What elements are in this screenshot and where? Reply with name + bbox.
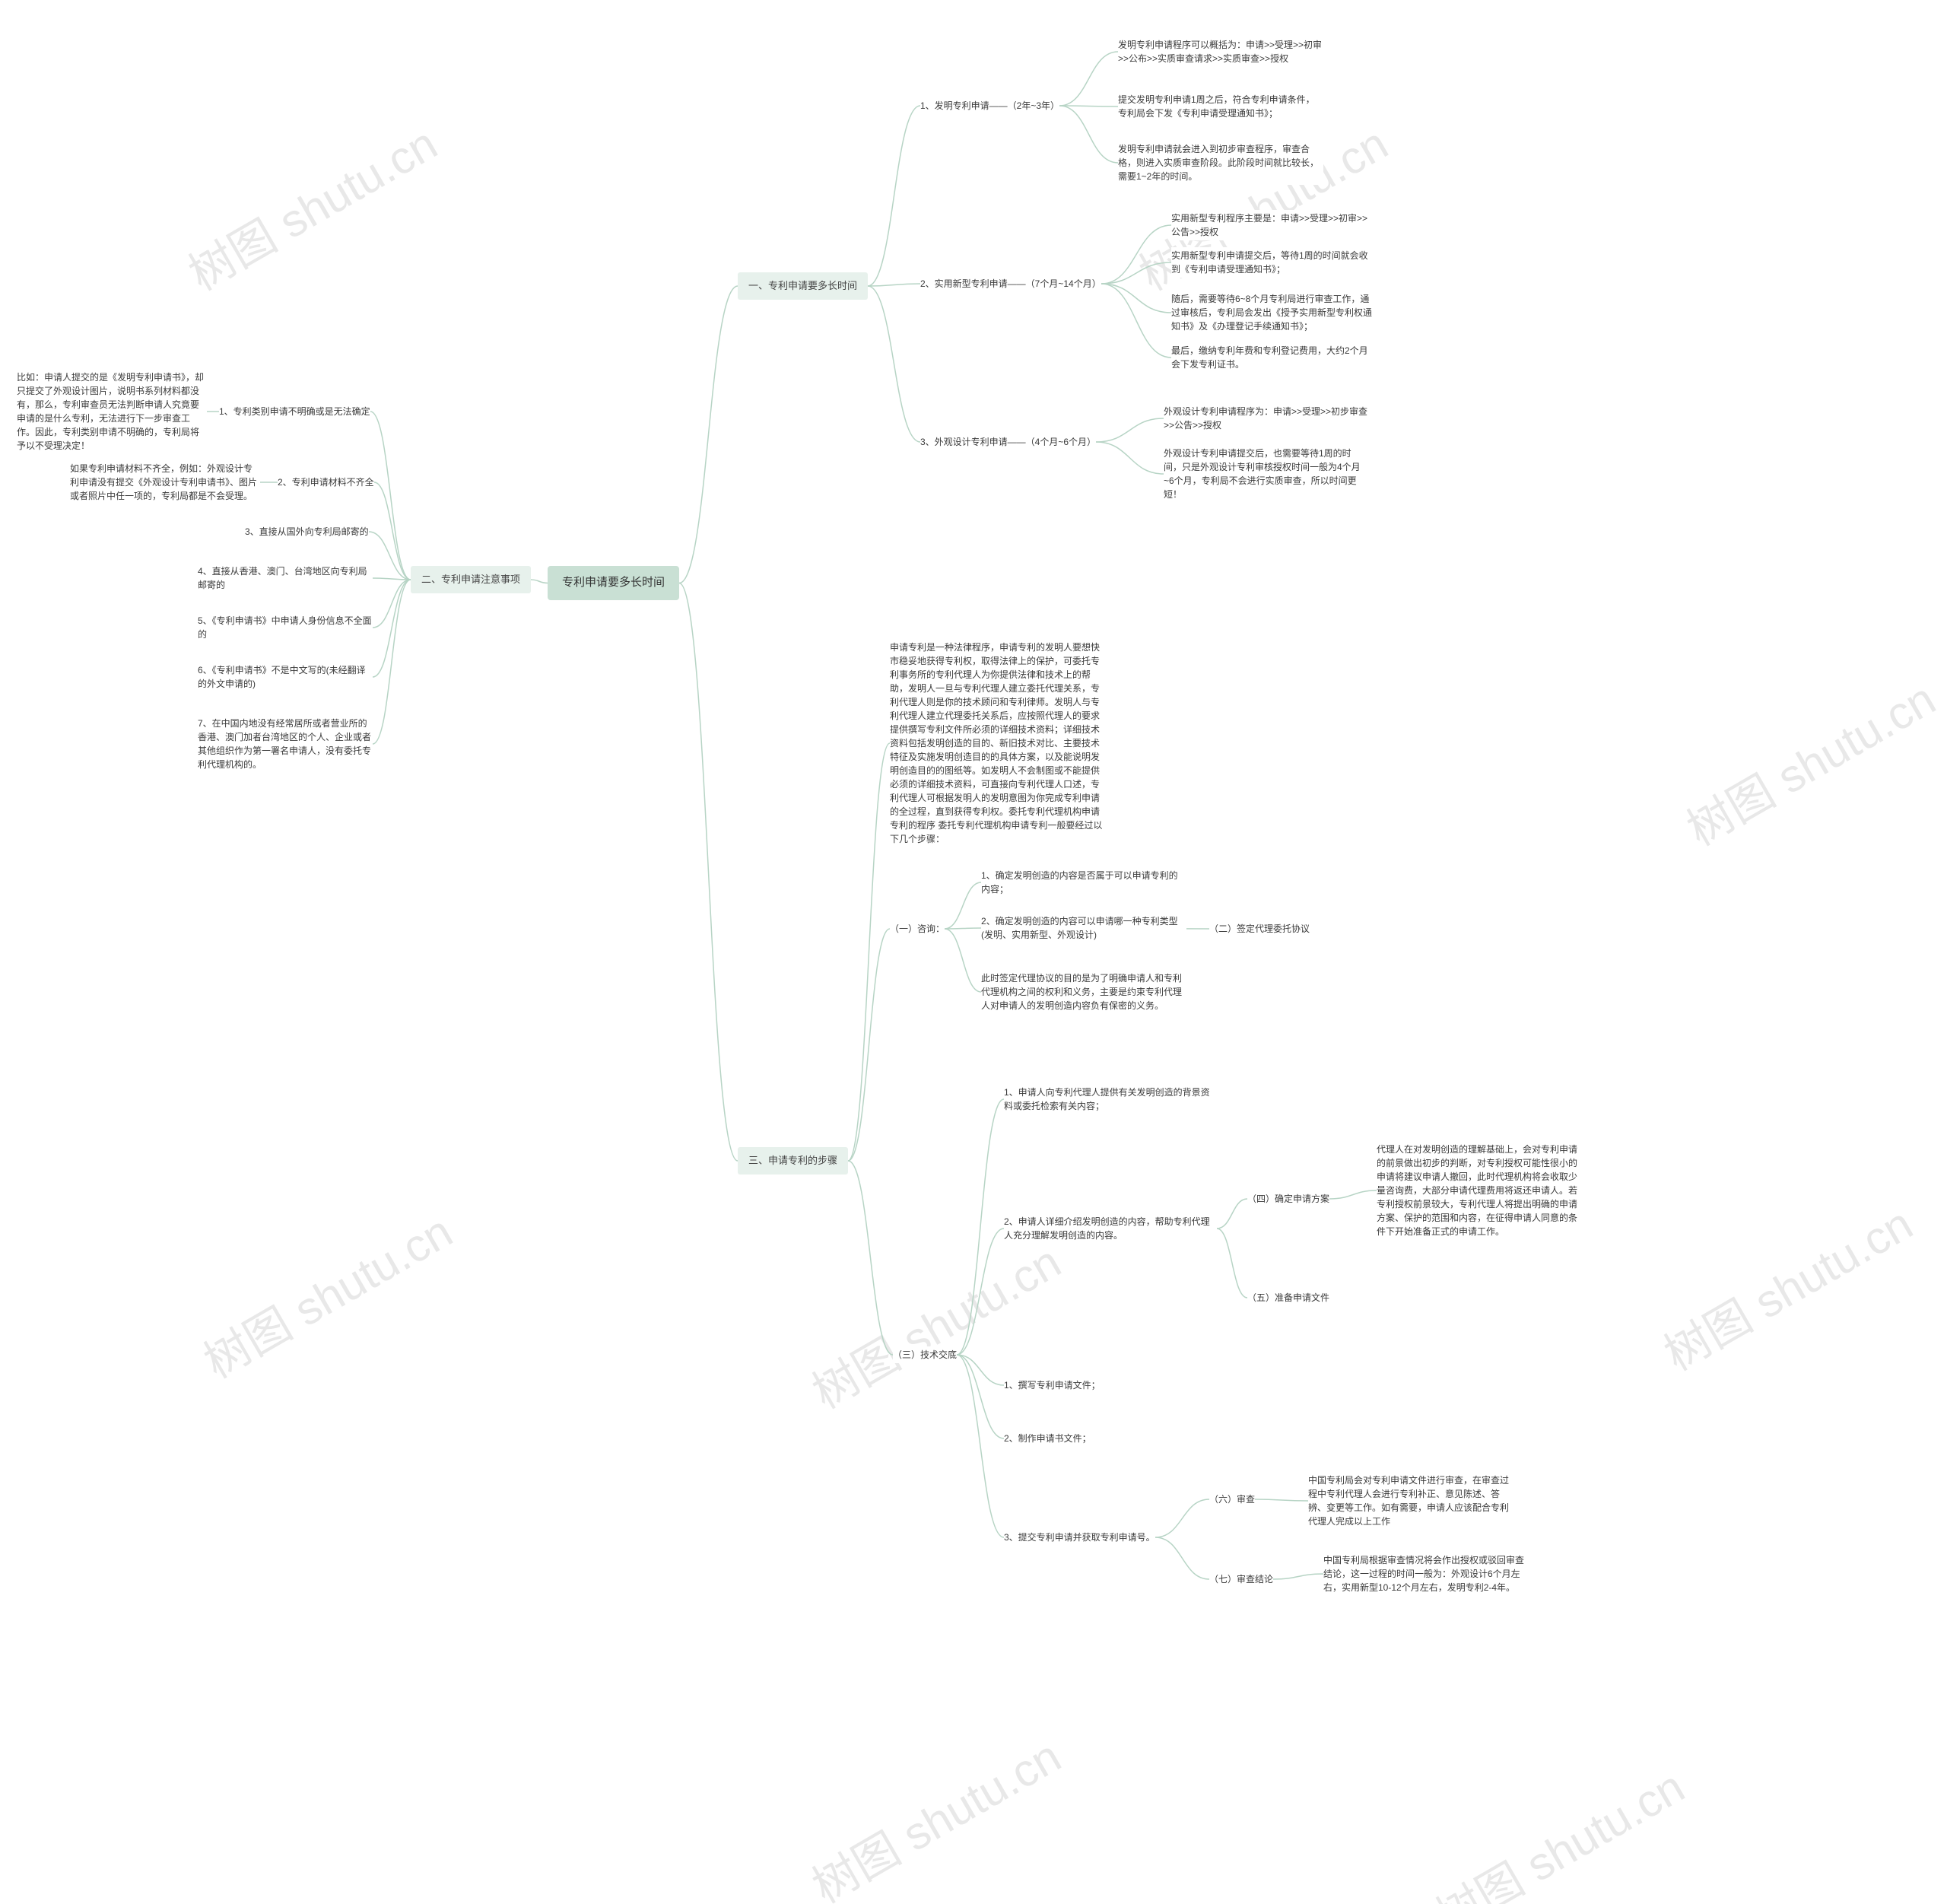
watermark: 树图 shutu.cn [800, 1723, 1074, 1904]
mindmap-node: 2、申请人详细介绍发明创造的内容，帮助专利代理人充分理解发明创造的内容。 [1004, 1213, 1217, 1244]
mindmap-node: 专利申请要多长时间 [548, 566, 679, 600]
mindmap-node: 随后，需要等待6~8个月专利局进行审查工作，通过审核后，专利局会发出《授予实用新… [1171, 291, 1377, 335]
watermark: 树图 shutu.cn [1424, 1753, 1698, 1904]
watermark: 树图 shutu.cn [1652, 1190, 1926, 1388]
mindmap-node: （四）确定申请方案 [1247, 1190, 1329, 1207]
mindmap-node: 6、《专利申请书》不是中文写的(未经翻译的外文申请的) [198, 662, 373, 692]
mindmap-node: 三、申请专利的步骤 [738, 1147, 848, 1175]
mindmap-node: 2、制作申请书文件； [1004, 1430, 1091, 1447]
mindmap-node: 1、申请人向专利代理人提供有关发明创造的背景资料或委托检索有关内容； [1004, 1084, 1217, 1114]
mindmap-node: 2、专利申请材料不齐全 [278, 474, 374, 491]
mindmap-node: 实用新型专利申请提交后，等待1周的时间就会收到《专利申请受理通知书》； [1171, 247, 1377, 278]
mindmap-node: 申请专利是一种法律程序，申请专利的发明人要想快市稳妥地获得专利权，取得法律上的保… [890, 639, 1103, 847]
mindmap-node: 发明专利申请就会进入到初步审查程序，审查合格，则进入实质审查阶段。此阶段时间就比… [1118, 141, 1323, 185]
mindmap-node: 外观设计专利申请程序为：申请>>受理>>初步审查>>公告>>授权 [1164, 403, 1369, 434]
mindmap-node: （七）审查结论 [1209, 1571, 1273, 1588]
mindmap-node: 如果专利申请材料不齐全，例如：外观设计专利申请没有提交《外观设计专利申请书》、图… [70, 460, 260, 504]
mindmap-node: 中国专利局会对专利申请文件进行审查，在审查过程中专利代理人会进行专利补正、意见陈… [1308, 1472, 1513, 1530]
mindmap-node: 7、在中国内地没有经常居所或者营业所的香港、澳门加者台湾地区的个人、企业或者其他… [198, 715, 373, 773]
mindmap-node: （六）审查 [1209, 1491, 1255, 1508]
mindmap-node: 2、确定发明创造的内容可以申请哪一种专利类型(发明、实用新型、外观设计) [981, 913, 1186, 943]
watermark: 树图 shutu.cn [1675, 666, 1947, 863]
mindmap-node: 1、发明专利申请——（2年~3年） [920, 97, 1059, 114]
mindmap-node: 3、提交专利申请并获取专利申请号。 [1004, 1529, 1155, 1546]
mindmap-node: 此时签定代理协议的目的是为了明确申请人和专利代理机构之间的权利和义务，主要是约束… [981, 970, 1186, 1014]
mindmap-node: 最后，缴纳专利年费和专利登记费用，大约2个月会下发专利证书。 [1171, 342, 1377, 373]
watermark: 树图 shutu.cn [192, 1198, 465, 1396]
mindmap-node: 提交发明专利申请1周之后，符合专利申请条件，专利局会下发《专利申请受理通知书》； [1118, 91, 1323, 122]
mindmap-node: 二、专利申请注意事项 [411, 566, 531, 593]
mindmap-node: 2、实用新型专利申请——（7个月~14个月） [920, 275, 1101, 292]
mindmap-node: 1、撰写专利申请文件； [1004, 1377, 1101, 1394]
mindmap-node: （二）签定代理委托协议 [1209, 920, 1310, 937]
watermark: 树图 shutu.cn [176, 110, 450, 308]
mindmap-node: 比如：申请人提交的是《发明专利申请书》，却只提交了外观设计图片，说明书系列材料都… [17, 369, 207, 454]
mindmap-node: 1、专利类别申请不明确或是无法确定 [219, 403, 370, 420]
mindmap-node: 一、专利申请要多长时间 [738, 272, 868, 300]
mindmap-node: 3、直接从国外向专利局邮寄的 [245, 523, 369, 540]
mindmap-node: 3、外观设计专利申请——（4个月~6个月） [920, 434, 1096, 450]
mindmap-node: 发明专利申请程序可以概括为：申请>>受理>>初审>>公布>>实质审查请求>>实质… [1118, 37, 1323, 67]
watermark: 树图 shutu.cn [800, 1229, 1074, 1426]
mindmap-node: 外观设计专利申请提交后，也需要等待1周的时间，只是外观设计专利审核授权时间一般为… [1164, 445, 1369, 503]
mindmap-node: 中国专利局根据审查情况将会作出授权或驳回审查结论，这一过程的时间一般为：外观设计… [1323, 1552, 1529, 1596]
mindmap-node: （五）准备申请文件 [1247, 1289, 1329, 1306]
mindmap-node: 4、直接从香港、澳门、台湾地区向专利局邮寄的 [198, 563, 373, 593]
mindmap-node: 1、确定发明创造的内容是否属于可以申请专利的内容； [981, 867, 1186, 898]
mindmap-node: （一）咨询： [890, 920, 945, 937]
mindmap-node: 5、《专利申请书》中申请人身份信息不全面的 [198, 612, 373, 643]
mindmap-node: 代理人在对发明创造的理解基础上，会对专利申请的前景做出初步的判断，对专利授权可能… [1377, 1141, 1582, 1240]
mindmap-node: （三）技术交底 [893, 1346, 957, 1363]
mindmap-node: 实用新型专利程序主要是：申请>>受理>>初审>>公告>>授权 [1171, 210, 1377, 240]
